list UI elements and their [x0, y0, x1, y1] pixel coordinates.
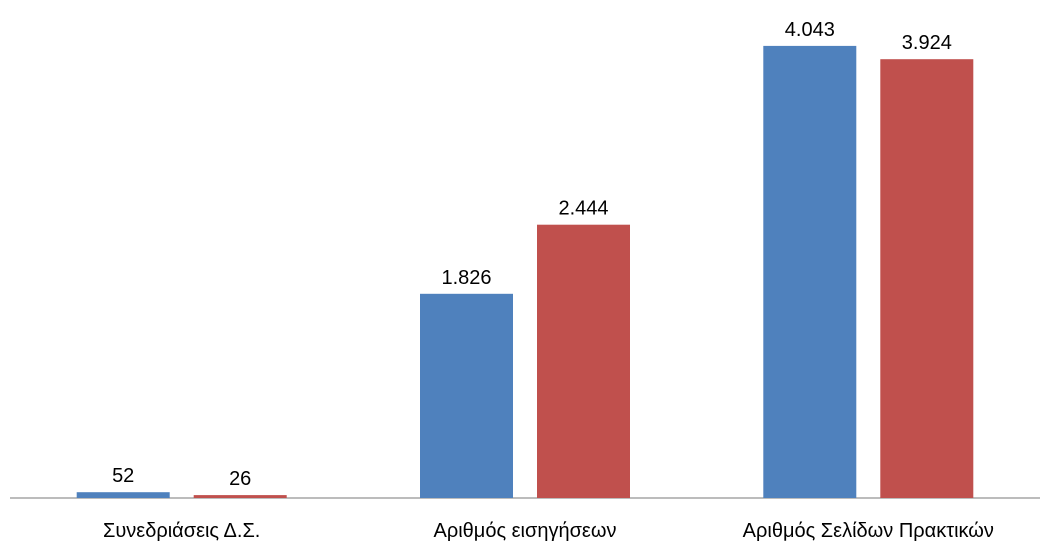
data-label-series1-cat2: 1.826 — [441, 267, 491, 289]
bar-series2-cat1 — [193, 495, 287, 498]
category-labels-layer: Συνεδριάσεις Δ.Σ. Αριθμός εισηγήσεων Αριθμ… — [103, 520, 994, 542]
category-label-3: Αριθμός Σελίδων Πρακτικών — [743, 520, 994, 542]
bar-series1-cat3 — [763, 45, 857, 499]
category-label-2: Αριθμός εισηγήσεων — [434, 520, 617, 542]
category-label-1: Συνεδριάσεις Δ.Σ. — [103, 520, 260, 542]
bar-series2-cat2 — [537, 224, 630, 498]
data-label-series2-cat2: 2.444 — [558, 198, 608, 220]
data-label-series2-cat1: 26 — [229, 468, 251, 490]
bar-series1-cat1 — [76, 492, 170, 498]
data-label-series1-cat1: 52 — [112, 465, 134, 487]
bar-series2-cat3 — [880, 59, 974, 498]
data-label-series2-cat3: 3.924 — [902, 32, 952, 54]
bar-series1-cat2 — [420, 293, 513, 498]
bars-layer — [76, 45, 974, 499]
data-labels-layer: 52 26 1.826 2.444 4.043 3.924 — [112, 19, 952, 490]
data-label-series1-cat3: 4.043 — [785, 19, 835, 41]
